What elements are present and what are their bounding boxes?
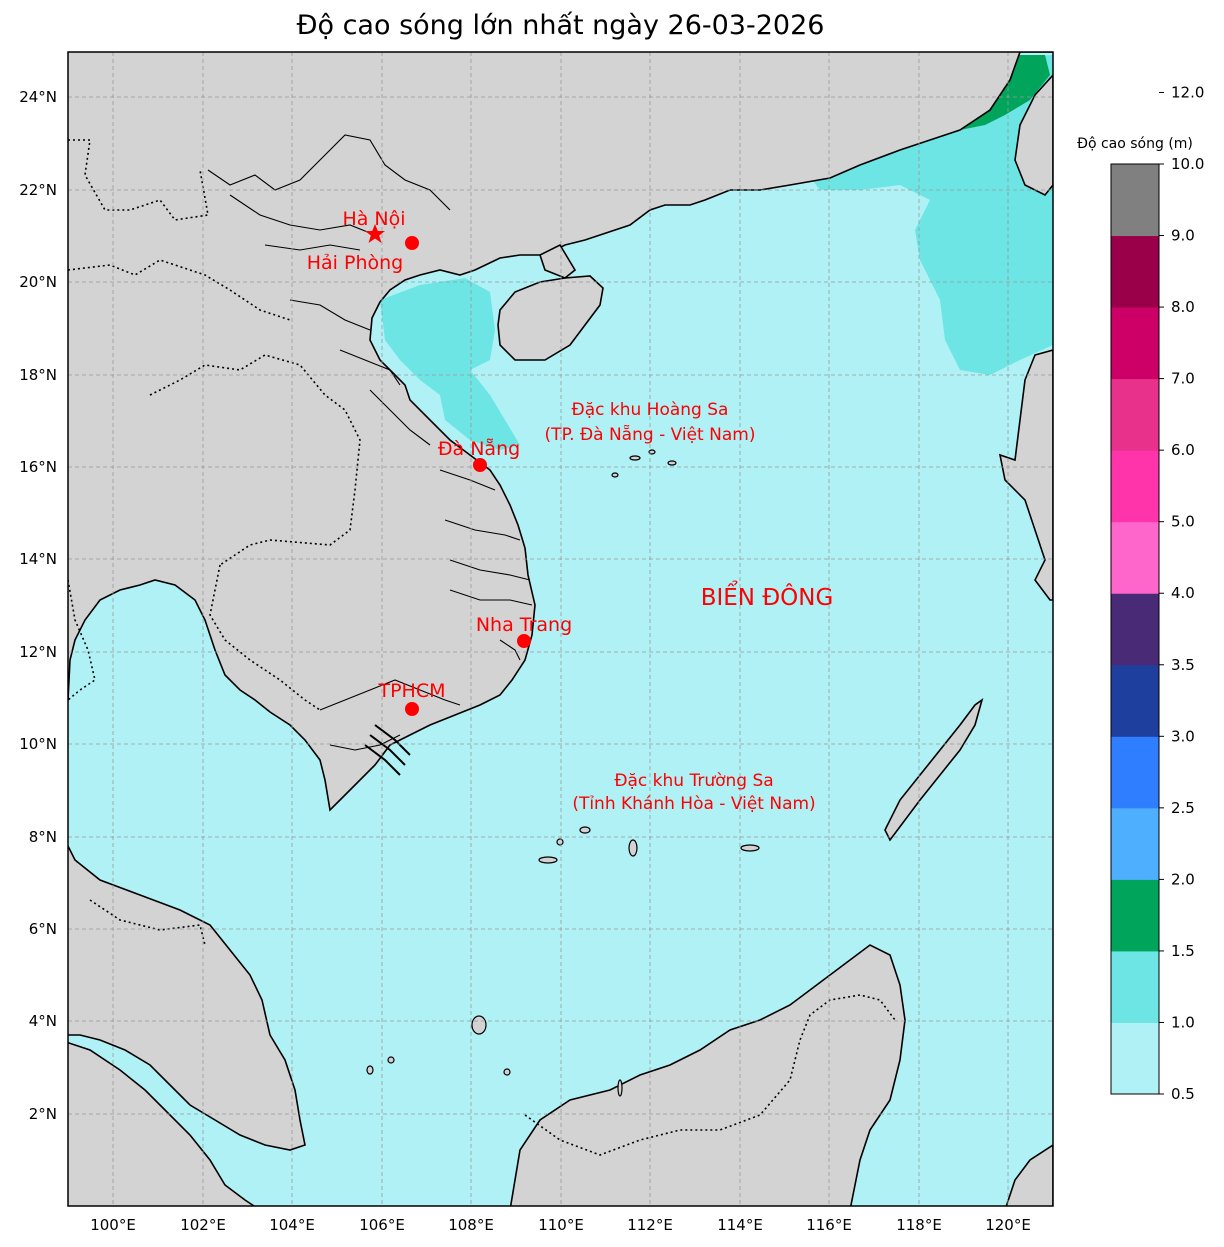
danang-marker [473, 458, 487, 472]
map-frame [67, 51, 1054, 1207]
taiwan [1014, 73, 1053, 197]
colorbar-band [1111, 736, 1159, 809]
lat-tick: 8°N [29, 828, 57, 846]
lat-tick: 20°N [19, 273, 57, 291]
colorbar: Độ cao sóng (m) 0.5 1.0 1.5 2.0 2.5 3.0 3.5 4.0… [1077, 83, 1204, 1103]
colorbar-band [1111, 307, 1159, 380]
colorbar-tick-label: 1.0 [1171, 1013, 1195, 1031]
colorbar-band [1111, 164, 1159, 237]
lat-tick: 18°N [19, 366, 57, 384]
colorbar-band [1111, 879, 1159, 952]
leizhou-peninsula [539, 243, 577, 279]
lat-tick: 12°N [19, 643, 57, 661]
colorbar-tick-label: 7.0 [1171, 370, 1195, 388]
wave-zone-gulf-tonkin [380, 278, 520, 450]
colorbar-tick-label: 10.0 [1171, 155, 1204, 173]
colorbar-band [1111, 807, 1159, 880]
colorbar-tick-label: 4.0 [1171, 584, 1195, 602]
colorbar-tick-label: 3.5 [1171, 656, 1195, 674]
lon-tick: 110°E [538, 1216, 584, 1234]
colorbar-tick-label: 1.5 [1171, 942, 1195, 960]
colorbar-tick-label: 9.0 [1171, 227, 1195, 245]
national-borders [68, 139, 896, 1156]
lon-tick: 100°E [90, 1216, 136, 1234]
colorbar-tick-label: 2.0 [1171, 870, 1195, 888]
hainan-island [497, 275, 604, 361]
map-title: Độ cao sóng lớn nhất ngày 26-03-2026 [296, 10, 825, 41]
lon-tick: 112°E [627, 1216, 673, 1234]
lon-axis: 100°E 102°E 104°E 106°E 108°E 110°E 112°… [90, 1216, 1031, 1234]
philippines-south [1005, 1144, 1053, 1206]
colorbar-tick-label: 0.5 [1171, 1085, 1195, 1103]
colorbar-tick-label: 3.0 [1171, 727, 1195, 745]
colorbar-band [1111, 593, 1159, 666]
malay-peninsula [68, 844, 306, 1151]
colorbar-tick-label: 8.0 [1171, 298, 1195, 316]
colorbar-band [1111, 450, 1159, 523]
nhatrang-marker [517, 634, 531, 648]
colorbar-tick-label: 6.0 [1171, 441, 1195, 459]
colorbar-band [1111, 664, 1159, 737]
city-markers [365, 224, 531, 716]
lat-axis: 2°N 4°N 6°N 8°N 10°N 12°N 14°N 16°N 18°N… [19, 88, 57, 1123]
colorbar-frame [1110, 163, 1160, 1095]
mekong-delta [364, 724, 411, 776]
lat-tick: 6°N [29, 920, 57, 938]
province-borders [207, 134, 533, 751]
truong-sa-label-line1: Đặc khu Trường Sa [614, 771, 773, 791]
colorbar-band [1111, 1022, 1159, 1095]
colorbar-band [1111, 521, 1159, 594]
colorbar-tick-label: 2.5 [1171, 799, 1195, 817]
danang-label: Đà Nẵng [438, 437, 520, 460]
nhatrang-label: Nha Trang [476, 614, 572, 636]
lon-tick: 104°E [269, 1216, 315, 1234]
lon-tick: 118°E [896, 1216, 942, 1234]
sumatra [68, 1041, 256, 1206]
borneo [509, 944, 906, 1206]
haiphong-marker [405, 236, 419, 250]
colorbar-tick-label: 5.0 [1171, 513, 1195, 531]
hanoi-label: Hà Nội [342, 208, 405, 230]
hoang-sa-label-line1: Đặc khu Hoàng Sa [572, 400, 729, 420]
colorbar-bands [1111, 164, 1159, 1095]
hanoi-star-marker [365, 224, 385, 243]
lat-tick: 24°N [19, 88, 57, 106]
colorbar-band [1111, 378, 1159, 451]
lat-tick: 16°N [19, 458, 57, 476]
paracel-islands [611, 449, 677, 478]
philippines [998, 349, 1053, 601]
lat-tick: 4°N [29, 1012, 57, 1030]
lon-tick: 102°E [180, 1216, 226, 1234]
colorbar-tick-label: 12.0 [1171, 83, 1204, 101]
bien-dong-label: BIỂN ĐÔNG [701, 581, 834, 611]
lat-tick: 10°N [19, 735, 57, 753]
lon-tick: 120°E [985, 1216, 1031, 1234]
lat-tick: 14°N [19, 550, 57, 568]
lon-tick: 108°E [448, 1216, 494, 1234]
grid-lines [68, 52, 1053, 1206]
colorbar-band [1111, 950, 1159, 1023]
lon-tick: 116°E [806, 1216, 852, 1234]
hoang-sa-label-line2: (TP. Đà Nẵng - Việt Nam) [545, 424, 756, 445]
wave-zone-northeast [805, 55, 1053, 375]
haiphong-label: Hải Phòng [307, 252, 403, 274]
colorbar-band [1111, 235, 1159, 308]
lat-tick: 2°N [29, 1105, 57, 1123]
spratly-islands [366, 826, 760, 1097]
tphcm-marker [405, 702, 419, 716]
colorbar-title: Độ cao sóng (m) [1077, 136, 1193, 152]
tphcm-label: TPHCM [377, 680, 445, 702]
lat-tick: 22°N [19, 181, 57, 199]
palawan [884, 698, 984, 842]
mainland-asia [68, 52, 1053, 812]
lon-tick: 114°E [717, 1216, 763, 1234]
colorbar-ticks: 0.5 1.0 1.5 2.0 2.5 3.0 3.5 4.0 5.0 6.0 7.0 8.0 9.0 1… [1159, 83, 1204, 1103]
truong-sa-label-line2: (Tỉnh Khánh Hòa - Việt Nam) [572, 794, 815, 814]
lon-tick: 106°E [359, 1216, 405, 1234]
